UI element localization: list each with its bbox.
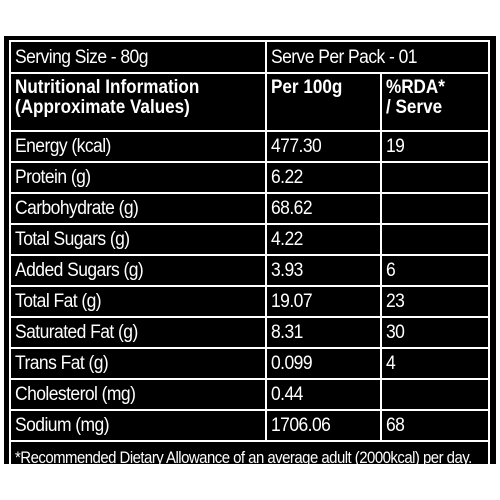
per100-cell: 1706.06 xyxy=(267,411,382,440)
rda-cell: 68 xyxy=(382,411,488,440)
nutrient-cell: Cholesterol (mg) xyxy=(11,380,267,409)
per100-value: 4.22 xyxy=(271,229,303,250)
rda-cell xyxy=(382,380,488,409)
serve-per-pack: Serve Per Pack - 01 xyxy=(271,46,417,68)
per100-value: 68.62 xyxy=(271,198,313,219)
per100-value: 0.44 xyxy=(271,384,303,405)
rda-value: 19 xyxy=(386,136,405,157)
nutrient-header-line2: (Approximate Values) xyxy=(15,96,190,118)
rda-value: 30 xyxy=(386,322,405,343)
nutrient-cell: Trans Fat (g) xyxy=(11,349,267,378)
nutrient-header-cell: Nutritional Information (Approximate Val… xyxy=(11,74,267,130)
table-row: Sodium (mg) 1706.06 68 xyxy=(11,411,488,442)
footnote-row: *Recommended Dietary Allowance of an ave… xyxy=(11,442,488,472)
nutrient-cell: Sodium (mg) xyxy=(11,411,267,440)
table-row: Total Fat (g) 19.07 23 xyxy=(11,287,488,318)
nutrient-name: Total Sugars (g) xyxy=(15,229,130,250)
rda-value: 23 xyxy=(386,291,405,312)
nutrient-cell: Energy (kcal) xyxy=(11,132,267,161)
label-background xyxy=(4,36,496,464)
table-row: Cholesterol (mg) 0.44 xyxy=(11,380,488,411)
per100-cell: 6.22 xyxy=(267,163,382,192)
nutrient-name: Added Sugars (g) xyxy=(15,260,144,281)
table-row: Saturated Fat (g) 8.31 30 xyxy=(11,318,488,349)
nutrient-cell: Carbohydrate (g) xyxy=(11,194,267,223)
rda-header-line2: / Serve xyxy=(386,96,443,118)
per100-value: 0.099 xyxy=(271,353,313,374)
rda-cell: 6 xyxy=(382,256,488,285)
per100-cell: 68.62 xyxy=(267,194,382,223)
nutrient-name: Cholesterol (mg) xyxy=(15,384,136,405)
per100-value: 3.93 xyxy=(271,260,303,281)
nutrient-header-line1: Nutritional Information xyxy=(15,77,200,98)
nutrient-name: Total Fat (g) xyxy=(15,291,102,312)
serving-size-cell: Serving Size - 80g xyxy=(11,42,267,72)
table-row: Added Sugars (g) 3.93 6 xyxy=(11,256,488,287)
nutrient-name: Carbohydrate (g) xyxy=(15,198,139,219)
per100-cell: 477.30 xyxy=(267,132,382,161)
nutrient-name: Sodium (mg) xyxy=(15,415,110,436)
table-row: Carbohydrate (g) 68.62 xyxy=(11,194,488,225)
per100-value: 477.30 xyxy=(271,136,322,157)
per100-cell: 8.31 xyxy=(267,318,382,347)
table-row: Protein (g) 6.22 xyxy=(11,163,488,194)
serve-per-pack-cell: Serve Per Pack - 01 xyxy=(267,42,488,72)
rda-value: 68 xyxy=(386,415,405,436)
nutrient-name: Trans Fat (g) xyxy=(15,353,109,374)
nutrient-cell: Saturated Fat (g) xyxy=(11,318,267,347)
rda-header-line1: %RDA* xyxy=(386,77,445,98)
rda-cell: 19 xyxy=(382,132,488,161)
nutrient-cell: Protein (g) xyxy=(11,163,267,192)
per100-value: 6.22 xyxy=(271,167,303,188)
per100-cell: 3.93 xyxy=(267,256,382,285)
nutrient-name: Energy (kcal) xyxy=(15,136,111,157)
nutrient-cell: Total Fat (g) xyxy=(11,287,267,316)
rda-header-cell: %RDA* / Serve xyxy=(382,74,488,130)
rda-cell: 30 xyxy=(382,318,488,347)
per100-cell: 0.099 xyxy=(267,349,382,378)
footnote: *Recommended Dietary Allowance of an ave… xyxy=(15,447,472,467)
table-row: Energy (kcal) 477.30 19 xyxy=(11,132,488,163)
rda-value: 4 xyxy=(386,353,396,374)
table-row: Total Sugars (g) 4.22 xyxy=(11,225,488,256)
rda-cell: 23 xyxy=(382,287,488,316)
nutrient-name: Saturated Fat (g) xyxy=(15,322,138,343)
per100-cell: 4.22 xyxy=(267,225,382,254)
column-header-row: Nutritional Information (Approximate Val… xyxy=(11,74,488,132)
rda-cell: 4 xyxy=(382,349,488,378)
per100-cell: 19.07 xyxy=(267,287,382,316)
per100-cell: 0.44 xyxy=(267,380,382,409)
per100-header-cell: Per 100g xyxy=(267,74,382,130)
per100-value: 1706.06 xyxy=(271,415,331,436)
nutrient-name: Protein (g) xyxy=(15,167,91,188)
serving-row: Serving Size - 80g Serve Per Pack - 01 xyxy=(11,42,488,74)
rda-value: 6 xyxy=(386,260,396,281)
nutrient-cell: Added Sugars (g) xyxy=(11,256,267,285)
rda-cell xyxy=(382,225,488,254)
table-row: Trans Fat (g) 0.099 4 xyxy=(11,349,488,380)
rda-cell xyxy=(382,163,488,192)
per100-value: 8.31 xyxy=(271,322,303,343)
nutrient-cell: Total Sugars (g) xyxy=(11,225,267,254)
rda-cell xyxy=(382,194,488,223)
per100-value: 19.07 xyxy=(271,291,313,312)
serving-size: Serving Size - 80g xyxy=(15,46,148,68)
per100-header: Per 100g xyxy=(271,77,343,98)
nutrition-table: Serving Size - 80g Serve Per Pack - 01 N… xyxy=(9,40,490,474)
